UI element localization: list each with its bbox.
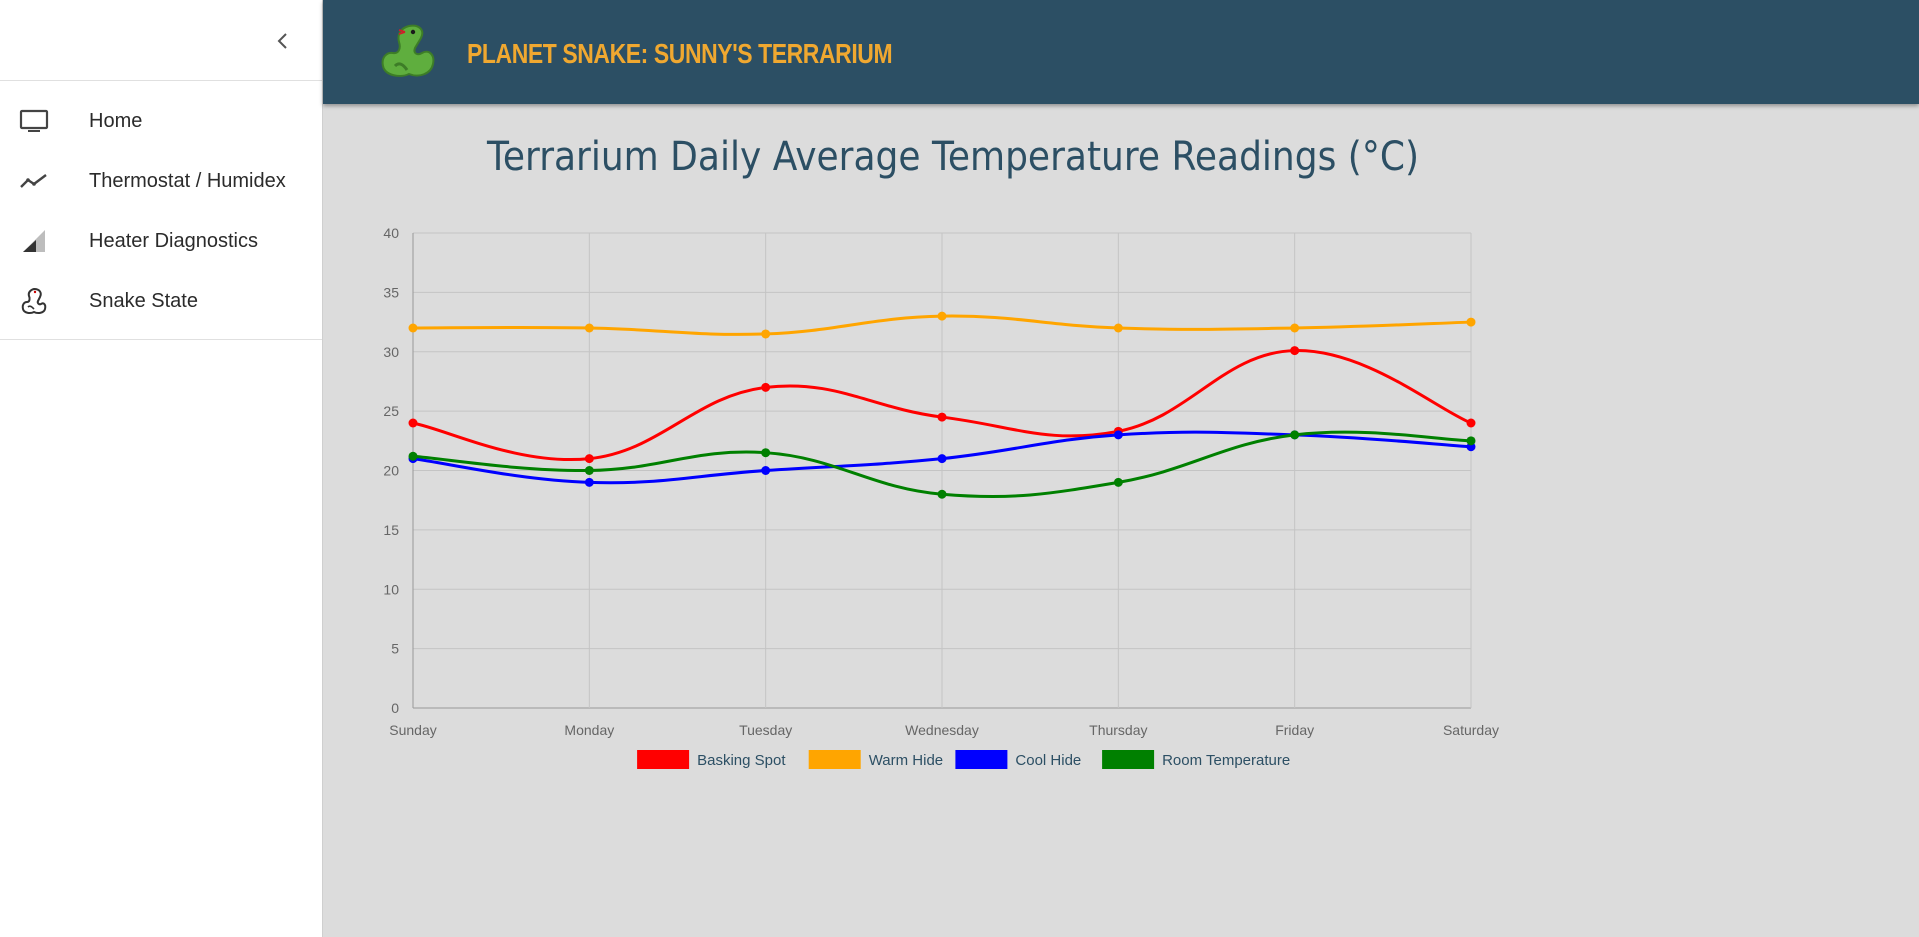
data-point — [1466, 436, 1476, 446]
y-tick-label: 30 — [383, 344, 399, 360]
data-point — [1466, 317, 1476, 327]
sidebar-item-label: Thermostat / Humidex — [89, 169, 286, 192]
data-point — [937, 489, 947, 499]
data-point — [1290, 323, 1300, 333]
sidebar: Home Thermostat / Humidex Heater Diagnos… — [0, 0, 323, 937]
x-tick-label: Saturday — [1443, 722, 1499, 738]
data-point — [1290, 430, 1300, 440]
sidebar-item-label: Snake State — [89, 289, 198, 312]
temperature-chart: 0 5 10 15 20 25 30 35 40 Sunday Monday Tuesday Wedne… — [383, 225, 1499, 769]
y-tick-label: 0 — [391, 700, 399, 716]
y-tick-label: 15 — [383, 522, 399, 538]
legend-label: Room Temperature — [1162, 752, 1290, 769]
data-point — [761, 329, 771, 339]
snake-icon — [17, 284, 51, 318]
y-tick-label: 25 — [383, 403, 399, 419]
monitor-icon — [17, 104, 51, 138]
data-point — [1113, 430, 1123, 440]
legend-swatch — [1102, 750, 1155, 769]
y-tick-label: 5 — [391, 641, 399, 657]
data-point — [1113, 323, 1123, 333]
data-point — [408, 418, 418, 428]
legend-swatch — [637, 750, 690, 769]
x-tick-label: Sunday — [389, 722, 436, 738]
data-point — [937, 412, 947, 422]
sidebar-item-heater-diagnostics[interactable]: Heater Diagnostics — [0, 211, 322, 271]
sidebar-item-label: Heater Diagnostics — [89, 229, 258, 252]
signal-triangle-icon — [17, 224, 51, 258]
y-tick-label: 10 — [383, 581, 399, 597]
x-tick-label: Friday — [1275, 722, 1314, 738]
data-point — [761, 382, 771, 392]
sidebar-item-snake-state[interactable]: Snake State — [0, 271, 322, 331]
chevron-left-icon — [277, 33, 287, 49]
app-title: PLANET SNAKE: SUNNY'S TERRARIUM — [467, 38, 893, 69]
data-point — [1113, 477, 1123, 487]
data-point — [761, 466, 771, 475]
data-point — [408, 323, 418, 333]
legend-label: Basking Spot — [697, 752, 786, 769]
y-tick-label: 40 — [383, 225, 399, 241]
x-tick-label: Monday — [564, 722, 614, 738]
data-point — [408, 451, 418, 461]
data-point — [937, 454, 947, 464]
chart-title: Terrarium Daily Average Temperature Read… — [487, 134, 1420, 180]
data-point — [937, 311, 947, 321]
sidebar-item-thermostat[interactable]: Thermostat / Humidex — [0, 151, 322, 211]
legend-swatch — [955, 750, 1008, 769]
snake-logo-icon — [375, 20, 439, 84]
data-point — [1290, 346, 1300, 356]
y-tick-label: 20 — [383, 463, 399, 479]
sidebar-item-label: Home — [89, 109, 143, 132]
legend-label: Warm Hide — [869, 752, 943, 769]
app-header: PLANET SNAKE: SUNNY'S TERRARIUM — [323, 0, 1919, 104]
x-tick-label: Thursday — [1089, 722, 1147, 738]
x-tick-label: Tuesday — [739, 722, 792, 738]
legend-label: Cool Hide — [1015, 752, 1081, 769]
data-point — [584, 323, 594, 333]
collapse-sidebar-button[interactable] — [268, 26, 298, 56]
data-point — [584, 477, 594, 487]
data-point — [584, 454, 594, 464]
sidebar-nav: Home Thermostat / Humidex Heater Diagnos… — [0, 91, 322, 340]
sidebar-item-home[interactable]: Home — [0, 91, 322, 151]
data-point — [761, 448, 771, 458]
sidebar-header — [0, 0, 322, 81]
legend-swatch — [808, 750, 861, 769]
trend-line-icon — [17, 164, 51, 198]
data-point — [1466, 418, 1476, 428]
y-tick-label: 35 — [383, 284, 399, 300]
x-tick-label: Wednesday — [905, 722, 979, 738]
data-point — [584, 466, 594, 475]
